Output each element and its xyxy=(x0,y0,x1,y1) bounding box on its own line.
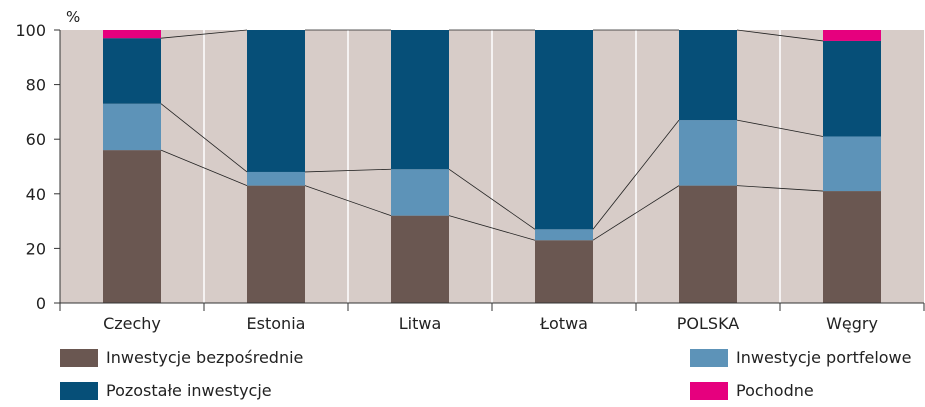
connector-line xyxy=(592,119,680,230)
x-tick-label: Węgry xyxy=(826,314,878,333)
bar-czechy-inwestycje-bezposrednie xyxy=(103,150,161,303)
bar-estonia-inwestycje-bezposrednie xyxy=(247,185,305,303)
bar-czechy-pochodne xyxy=(103,30,161,39)
bar-wegry-pozostale-inwestycje xyxy=(823,40,881,137)
bar-wegry-inwestycje-bezposrednie xyxy=(823,191,881,303)
connector-line xyxy=(736,119,824,137)
bar-litwa-pozostale-inwestycje xyxy=(391,30,449,170)
connector-line xyxy=(160,149,248,186)
bar-polska-inwestycje-bezposrednie xyxy=(679,185,737,303)
connector-line xyxy=(736,29,824,42)
connector-line xyxy=(304,168,392,173)
bar-czechy-pozostale-inwestycje xyxy=(103,38,161,104)
connector-line xyxy=(304,185,392,217)
axes: 0 20 40 60 80 100 Czechy Estonia Litwa Łotwa POLSK… xyxy=(15,21,925,333)
legend-swatch-portfolio xyxy=(690,348,728,367)
y-axis-label: % xyxy=(66,8,80,26)
bars xyxy=(103,30,881,303)
legend-label-portfolio: Inwestycje portfelowe xyxy=(736,348,912,367)
bar-polska-pozostale-inwestycje xyxy=(679,30,737,121)
y-tick-label: 60 xyxy=(26,130,46,149)
x-tick-label: Łotwa xyxy=(539,314,588,333)
y-tick-label: 20 xyxy=(26,239,46,258)
legend-item-portfolio: Inwestycje portfelowe xyxy=(690,348,911,367)
bar-wegry-pochodne xyxy=(823,30,881,41)
connector-lines xyxy=(160,29,824,241)
legend-label-derivatives: Pochodne xyxy=(736,381,814,400)
connector-line xyxy=(448,215,536,241)
category-bands xyxy=(203,30,781,303)
legend-label-fdi: Inwestycje bezpośrednie xyxy=(106,348,304,367)
x-tick-label: Estonia xyxy=(247,314,306,333)
y-tick-label: 80 xyxy=(26,76,46,95)
bar-litwa-inwestycje-bezposrednie xyxy=(391,215,449,303)
y-tick-label: 0 xyxy=(36,294,46,313)
legend-swatch-other xyxy=(60,381,98,400)
bar-czechy-inwestycje-portfelowe xyxy=(103,103,161,151)
bar-estonia-inwestycje-portfelowe xyxy=(247,171,305,186)
bar-estonia-pozostale-inwestycje xyxy=(247,30,305,172)
bar-polska-inwestycje-portfelowe xyxy=(679,120,737,186)
legend-item-other: Pozostałe inwestycje xyxy=(60,381,272,400)
bar-lotwa-inwestycje-portfelowe xyxy=(535,229,593,241)
x-tick-label: Litwa xyxy=(399,314,442,333)
connector-line xyxy=(160,29,248,39)
connector-line xyxy=(592,185,680,241)
legend-swatch-fdi xyxy=(60,348,98,367)
legend-swatch-derivatives xyxy=(690,381,728,400)
connector-line xyxy=(448,168,536,230)
x-tick-label: Czechy xyxy=(103,314,161,333)
bar-lotwa-pozostale-inwestycje xyxy=(535,30,593,230)
bar-litwa-inwestycje-portfelowe xyxy=(391,169,449,216)
y-tick-label: 100 xyxy=(15,21,46,40)
legend-label-other: Pozostałe inwestycje xyxy=(106,381,272,400)
bar-lotwa-inwestycje-bezposrednie xyxy=(535,240,593,303)
connector-line xyxy=(736,185,824,192)
legend-item-derivatives: Pochodne xyxy=(690,381,814,400)
x-tick-label: POLSKA xyxy=(677,314,740,333)
bar-wegry-inwestycje-portfelowe xyxy=(823,136,881,192)
y-tick-label: 40 xyxy=(26,185,46,204)
legend-item-fdi: Inwestycje bezpośrednie xyxy=(60,348,303,367)
connector-line xyxy=(160,103,248,173)
